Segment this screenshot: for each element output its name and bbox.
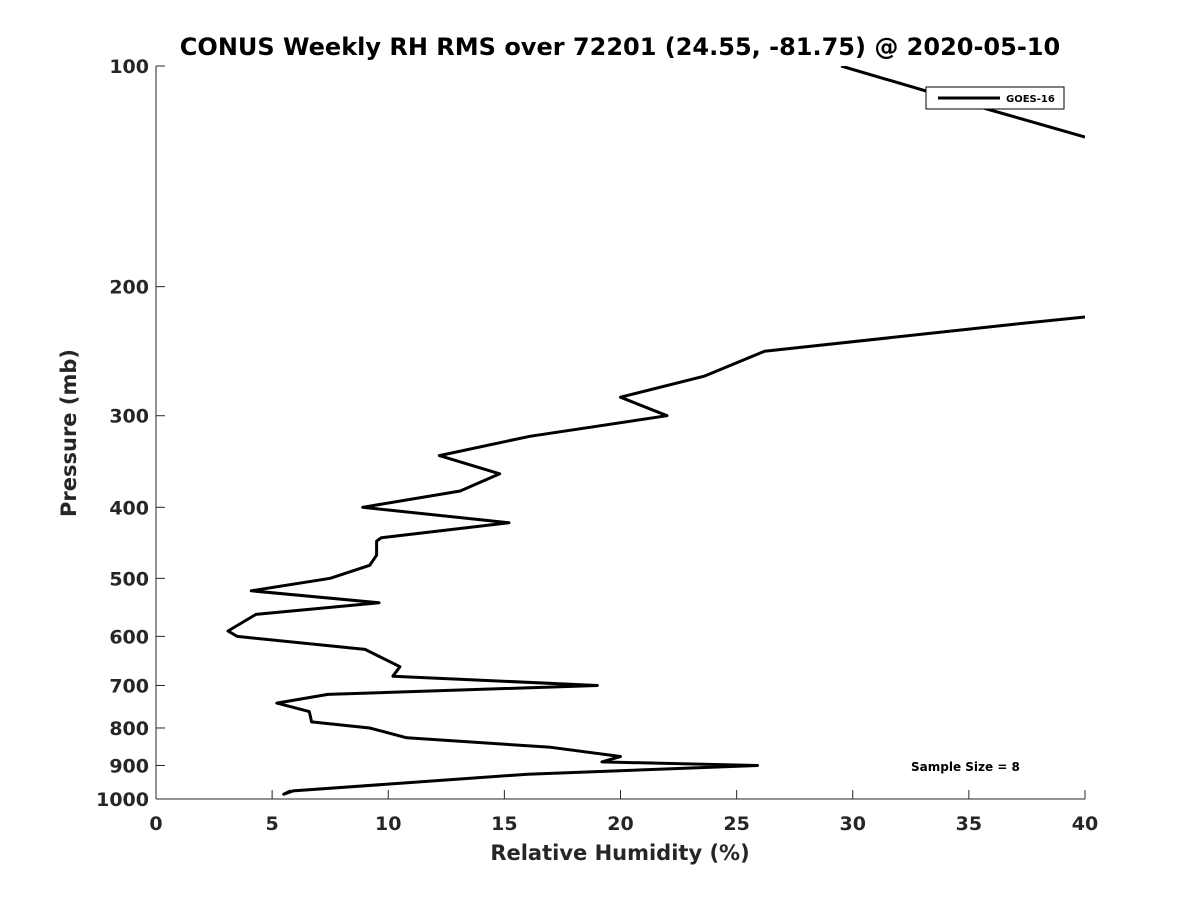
y-tick-label-800: 800: [109, 718, 149, 740]
y-tick-label-1000: 1000: [96, 789, 149, 811]
y-axis-title: Pressure (mb): [57, 349, 81, 517]
x-tick-label-20: 20: [607, 813, 633, 835]
chart-title: CONUS Weekly RH RMS over 72201 (24.55, -…: [180, 33, 1060, 61]
y-tick-label-400: 400: [109, 497, 149, 519]
axes-group: 0 5 10 15 20 25 30 35 40 100 200 300 400 500 600 700 800…: [96, 56, 1098, 835]
series-group: [226, 66, 1085, 796]
plot-area: 0 5 10 15 20 25 30 35 40 100 200 300 400 500 600 700 800…: [96, 56, 1098, 835]
plot-background: [156, 66, 1085, 799]
x-tick-label-15: 15: [491, 813, 517, 835]
y-tick-label-600: 600: [109, 626, 149, 648]
x-tick-label-10: 10: [375, 813, 401, 835]
y-tick-label-900: 900: [109, 755, 149, 777]
series-line-goes-16-0: [226, 315, 1085, 796]
x-tick-label-35: 35: [956, 813, 982, 835]
y-tick-label-500: 500: [109, 568, 149, 590]
x-tick-label-40: 40: [1072, 813, 1098, 835]
y-tick-label-700: 700: [109, 675, 149, 697]
x-tick-label-25: 25: [723, 813, 749, 835]
series-line-goes-16-1: [840, 66, 1085, 139]
sample-size-annotation: Sample Size = 8: [911, 760, 1020, 774]
y-tick-label-300: 300: [109, 406, 149, 428]
legend-label-goes-16: GOES-16: [1006, 94, 1055, 105]
x-tick-label-0: 0: [149, 813, 162, 835]
x-tick-label-5: 5: [266, 813, 279, 835]
x-tick-label-30: 30: [840, 813, 866, 835]
y-tick-label-200: 200: [109, 277, 149, 299]
legend: GOES-16: [925, 86, 1065, 110]
y-tick-label-100: 100: [109, 56, 149, 78]
x-axis-title: Relative Humidity (%): [490, 841, 749, 865]
